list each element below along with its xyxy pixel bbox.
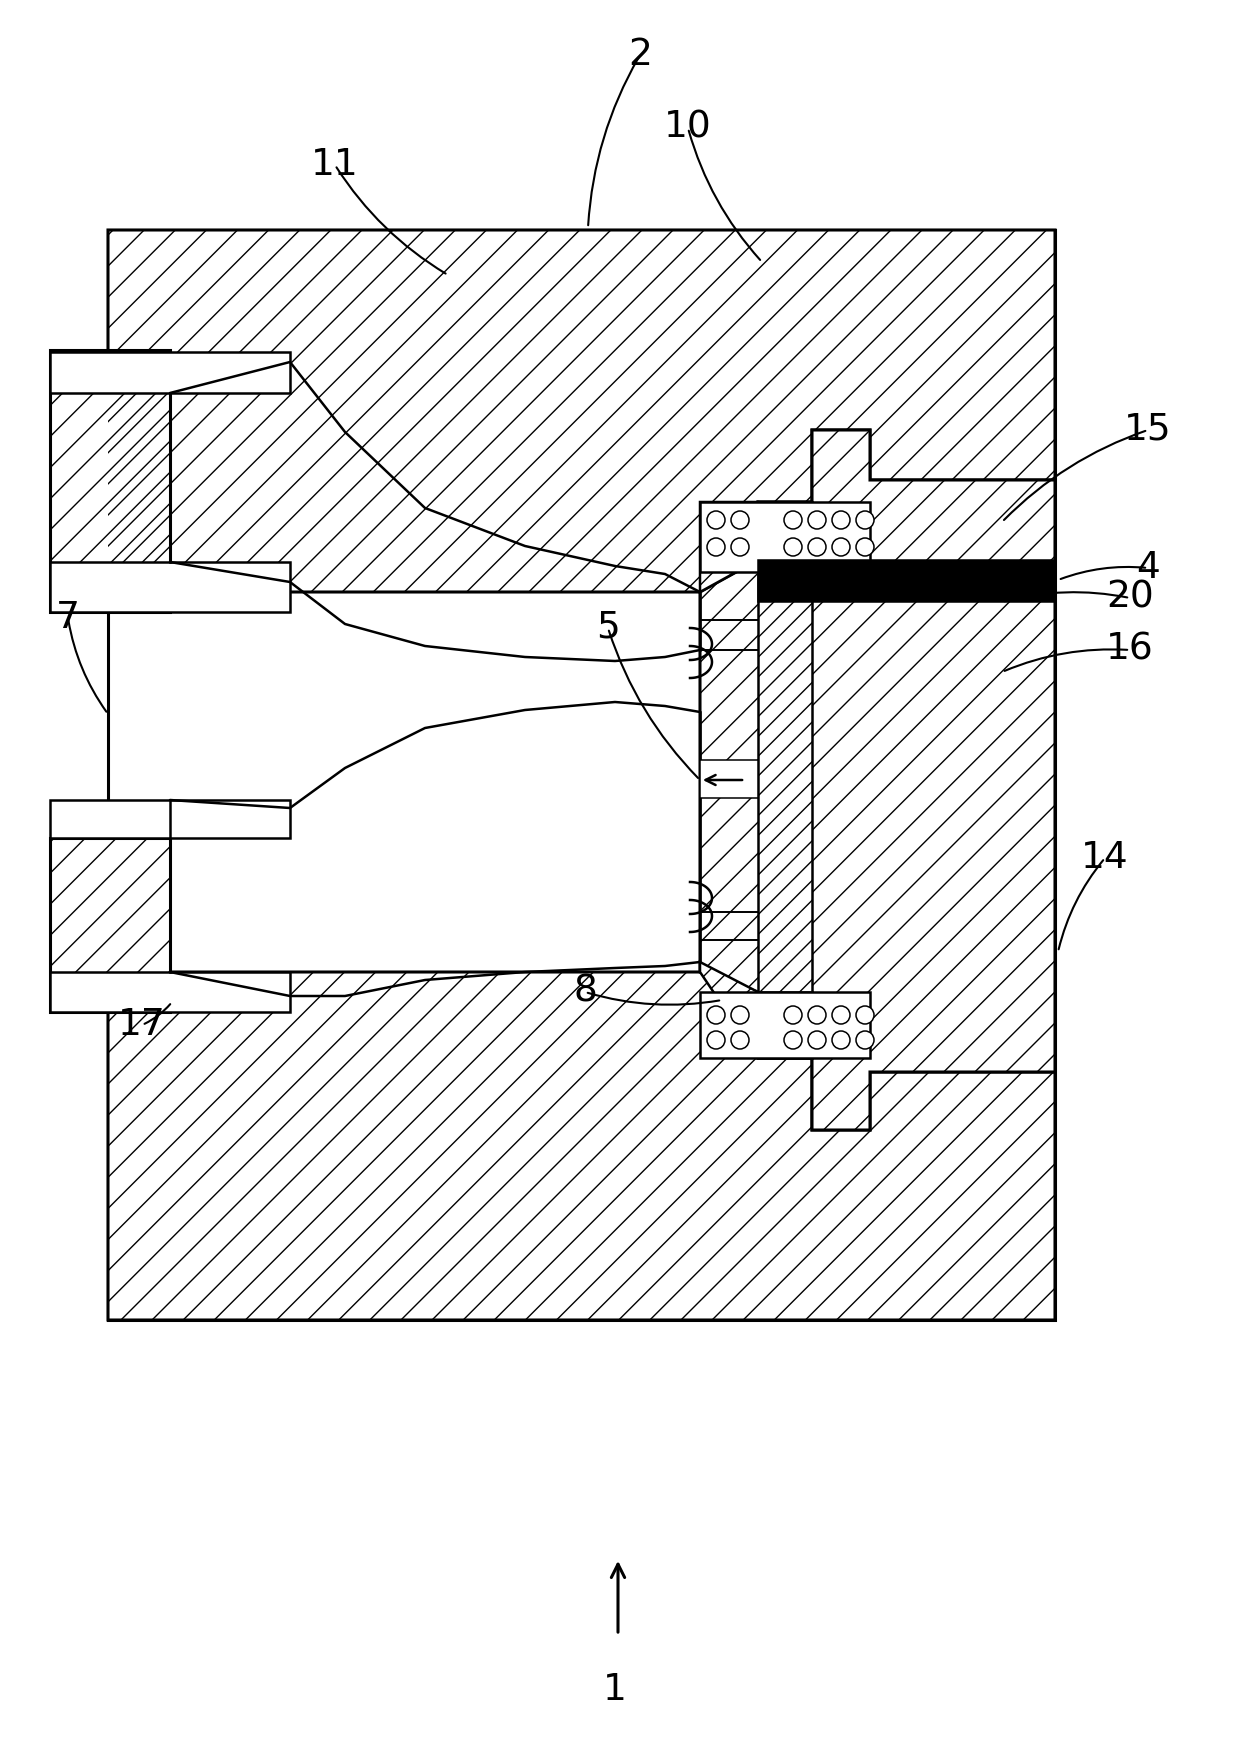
Circle shape xyxy=(707,1031,725,1049)
Circle shape xyxy=(832,1007,849,1024)
Text: 10: 10 xyxy=(665,111,712,146)
Polygon shape xyxy=(701,961,758,1058)
Polygon shape xyxy=(758,502,812,560)
Text: 11: 11 xyxy=(311,147,358,182)
Text: 17: 17 xyxy=(118,1007,166,1044)
Polygon shape xyxy=(701,502,758,593)
Bar xyxy=(108,230,1055,1321)
Text: 15: 15 xyxy=(1125,412,1172,447)
Circle shape xyxy=(856,1031,874,1049)
Bar xyxy=(50,561,290,612)
Bar xyxy=(701,993,870,1058)
Circle shape xyxy=(707,510,725,530)
Bar xyxy=(50,972,290,1012)
Text: 16: 16 xyxy=(1106,631,1154,668)
Bar xyxy=(758,560,1055,602)
Circle shape xyxy=(856,510,874,530)
Circle shape xyxy=(832,1031,849,1049)
Bar xyxy=(701,502,870,572)
Bar xyxy=(701,759,758,798)
Circle shape xyxy=(832,538,849,556)
Text: 1: 1 xyxy=(603,1672,627,1708)
Polygon shape xyxy=(50,838,170,1012)
Text: 4: 4 xyxy=(1136,551,1159,586)
Circle shape xyxy=(784,1007,802,1024)
Polygon shape xyxy=(758,993,812,1058)
Circle shape xyxy=(732,1007,749,1024)
Circle shape xyxy=(732,1031,749,1049)
Circle shape xyxy=(784,510,802,530)
Circle shape xyxy=(732,510,749,530)
Circle shape xyxy=(856,1007,874,1024)
Text: 20: 20 xyxy=(1106,581,1154,616)
Polygon shape xyxy=(701,430,1055,1130)
Bar xyxy=(758,560,1055,602)
Text: 5: 5 xyxy=(596,610,620,645)
Polygon shape xyxy=(50,351,170,612)
Polygon shape xyxy=(758,560,812,993)
Circle shape xyxy=(832,510,849,530)
Circle shape xyxy=(808,510,826,530)
Circle shape xyxy=(707,538,725,556)
Text: 14: 14 xyxy=(1081,840,1128,875)
Circle shape xyxy=(707,1007,725,1024)
Polygon shape xyxy=(108,230,1055,593)
Circle shape xyxy=(856,538,874,556)
Bar xyxy=(50,353,290,393)
Circle shape xyxy=(808,1031,826,1049)
Circle shape xyxy=(808,538,826,556)
Circle shape xyxy=(808,1007,826,1024)
Circle shape xyxy=(784,1031,802,1049)
Text: 2: 2 xyxy=(629,37,652,74)
Circle shape xyxy=(784,538,802,556)
Text: 8: 8 xyxy=(573,973,596,1010)
Circle shape xyxy=(732,538,749,556)
Text: 7: 7 xyxy=(56,600,81,637)
Bar xyxy=(50,800,290,838)
Polygon shape xyxy=(108,972,1055,1321)
